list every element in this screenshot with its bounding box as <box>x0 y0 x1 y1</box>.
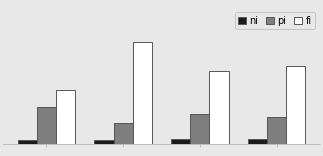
Bar <box>18 140 37 144</box>
Bar <box>94 140 114 144</box>
Bar <box>286 66 305 144</box>
Bar <box>267 117 286 144</box>
Legend: ni, pi, fi: ni, pi, fi <box>235 12 315 29</box>
Bar <box>209 71 229 144</box>
Bar <box>37 107 56 144</box>
Bar <box>171 139 190 144</box>
Bar <box>133 42 152 144</box>
Bar <box>190 114 209 144</box>
Bar <box>56 90 75 144</box>
Bar <box>248 139 267 144</box>
Bar <box>114 123 133 144</box>
